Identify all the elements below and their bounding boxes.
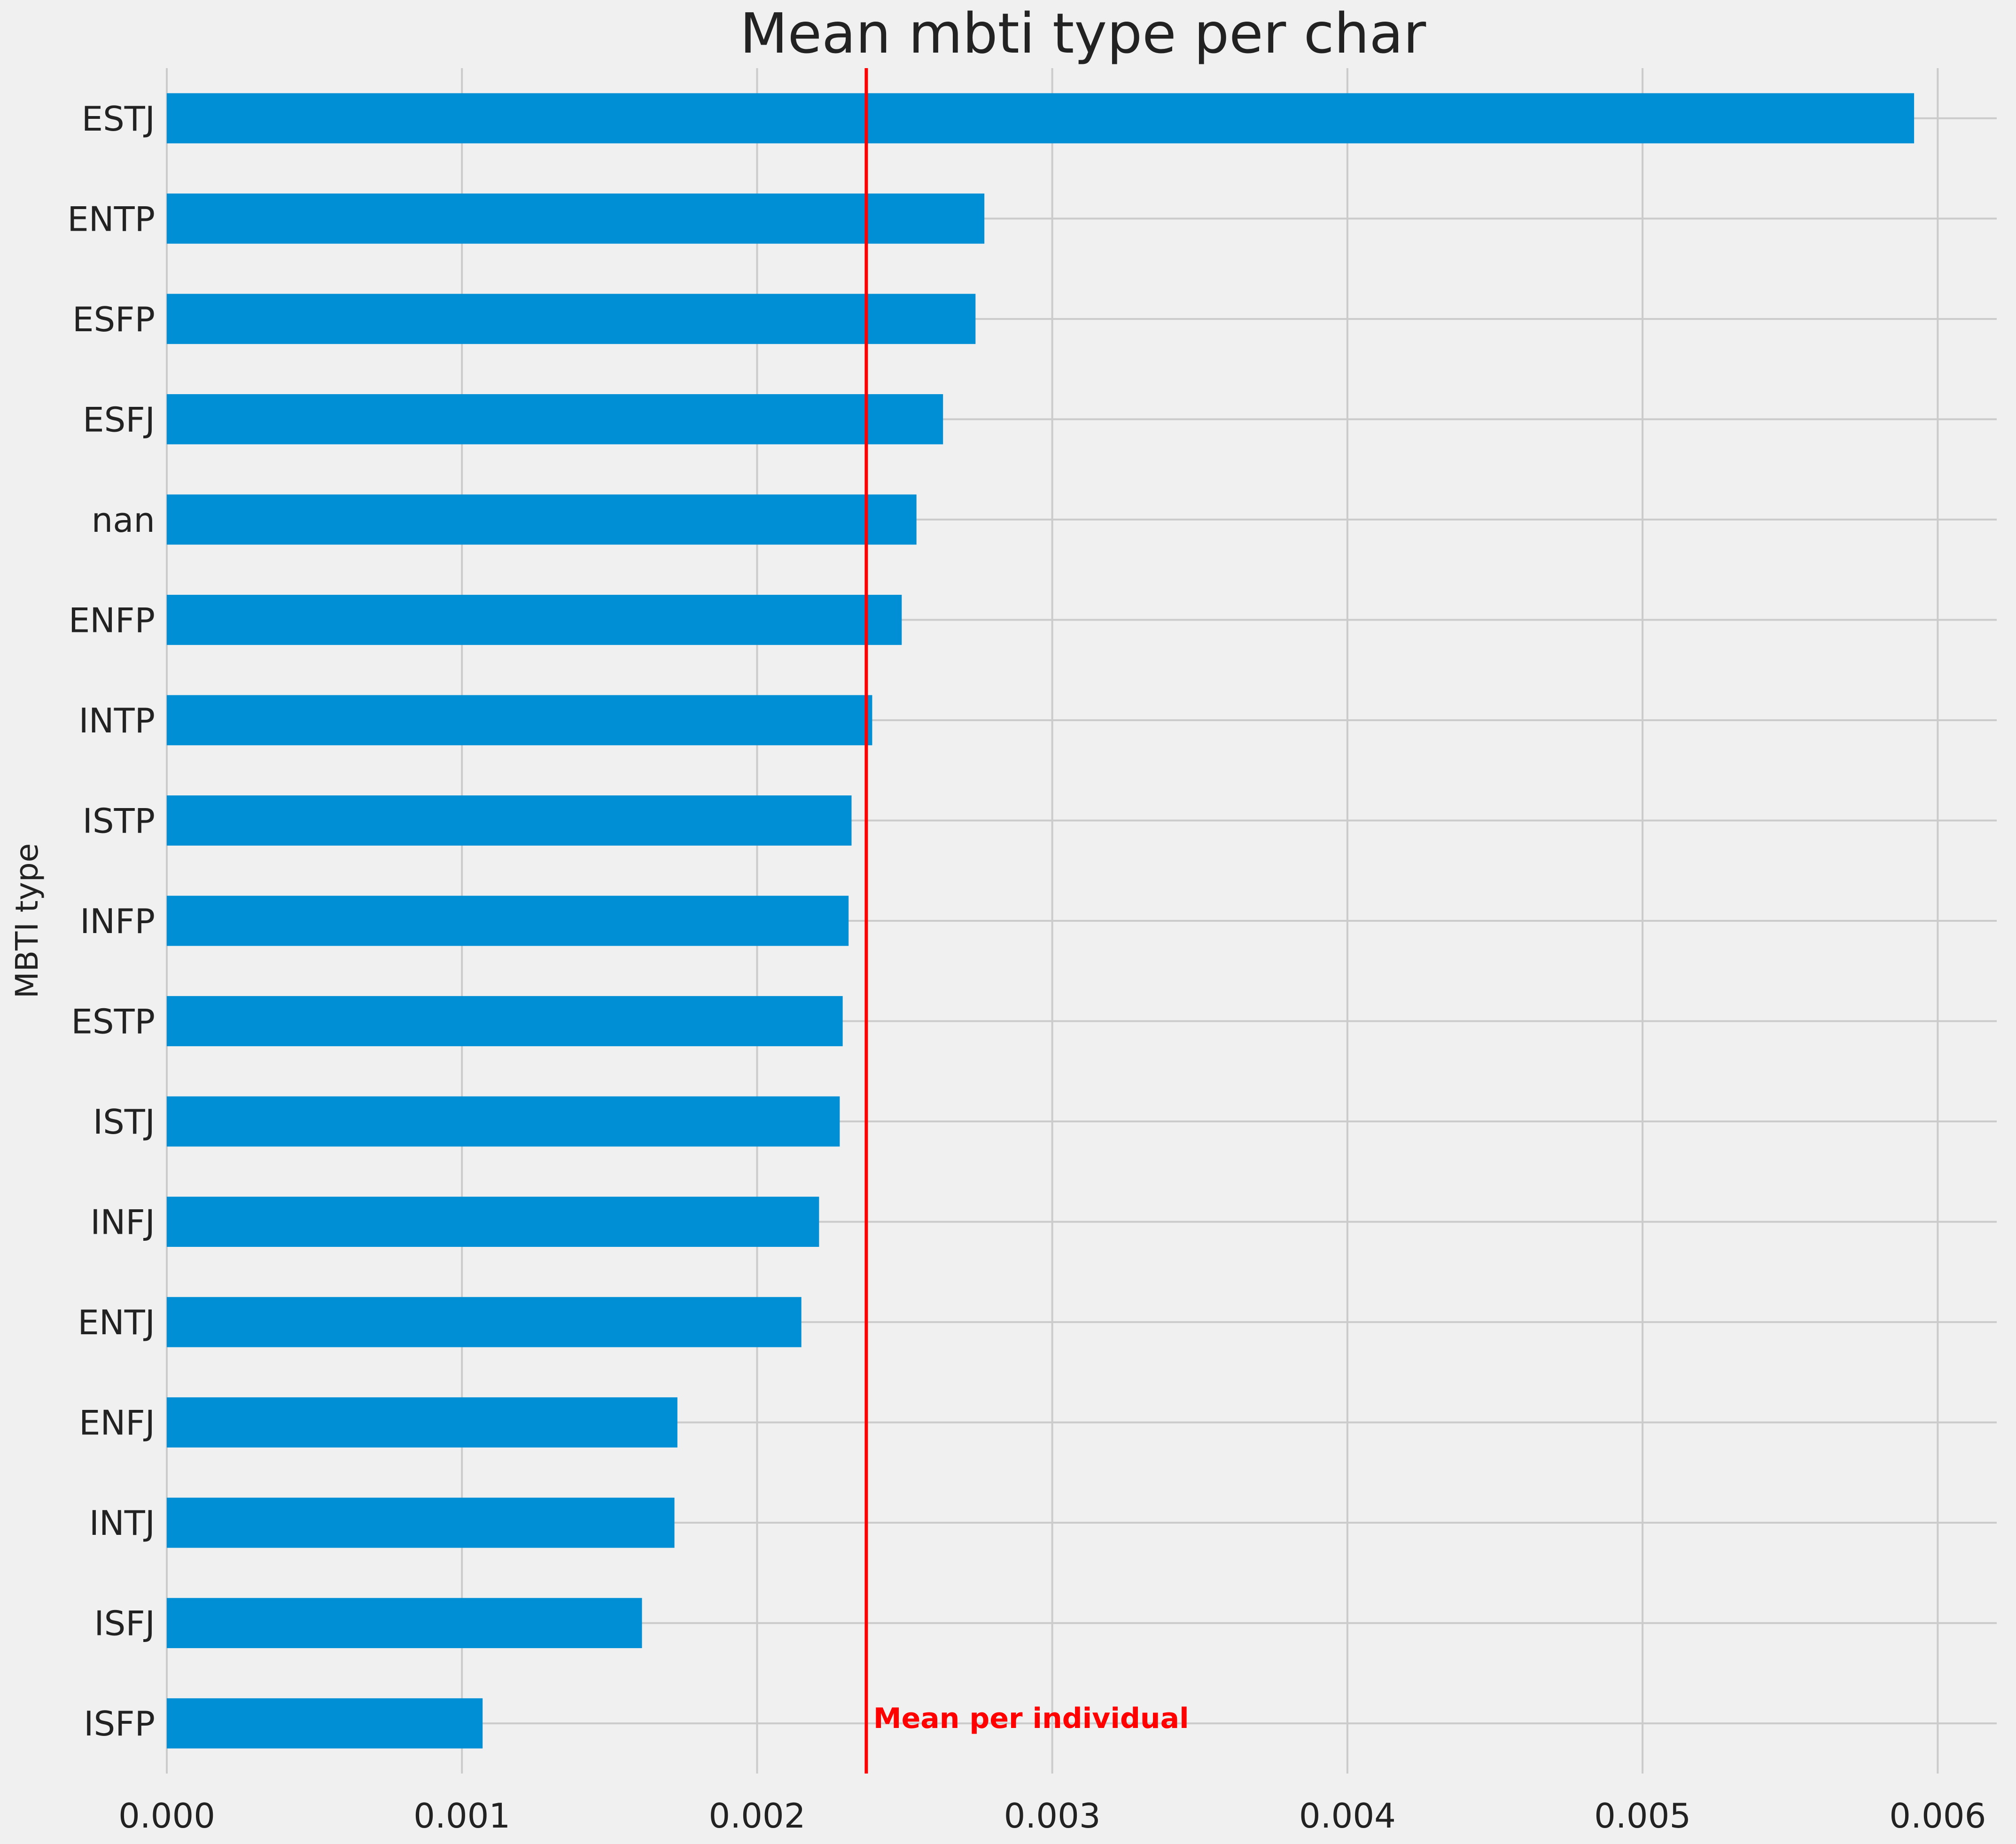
y-tick-label: ISTJ (93, 1102, 155, 1142)
y-tick-label: ESFP (72, 300, 155, 339)
x-tick-label: 0.005 (1594, 1796, 1691, 1836)
y-axis-label: MBTI type (9, 843, 45, 998)
mean-reference-label: Mean per individual (873, 1702, 1189, 1735)
y-tick-label: INTP (79, 701, 156, 740)
x-tick-labels: 0.000 0.001 0.002 0.003 0.004 0.005 0.006 (118, 1796, 1986, 1836)
chart-title: Mean mbti type per char (740, 1, 1426, 66)
bar-isfj (167, 1598, 642, 1649)
bar-infp (167, 895, 849, 946)
x-tick-label: 0.003 (1004, 1796, 1101, 1836)
bar-estp (167, 996, 843, 1046)
x-tick-label: 0.001 (413, 1796, 510, 1836)
bar-estj (167, 93, 1915, 144)
bar-entj (167, 1297, 802, 1347)
y-tick-label: ISFJ (94, 1604, 155, 1643)
y-tick-label: ENFP (69, 600, 155, 640)
y-tick-label: ESFJ (83, 400, 155, 439)
bar-intp (167, 695, 872, 746)
bar-istj (167, 1096, 840, 1147)
x-tick-label: 0.006 (1889, 1796, 1986, 1836)
y-tick-label: INTJ (89, 1503, 155, 1543)
y-tick-label: INFP (80, 902, 155, 941)
y-tick-label: INFJ (90, 1203, 155, 1242)
reference-line-group: Mean per individual (864, 68, 1189, 1774)
y-tick-label: ISFP (84, 1704, 155, 1743)
y-tick-label: ENTP (67, 199, 155, 239)
bar-enfj (167, 1397, 677, 1448)
x-tick-label: 0.000 (118, 1796, 215, 1836)
bar-enfp (167, 595, 902, 645)
bars (167, 93, 1915, 1749)
y-tick-label: ESTJ (82, 99, 155, 139)
bar-esfj (167, 394, 943, 444)
bar-istp (167, 795, 852, 846)
bar-nan (167, 494, 917, 545)
y-tick-labels: ESTJ ENTP ESFP ESFJ nan ENFP INTP ISTP INFP ESTP I… (67, 99, 155, 1743)
x-tick-label: 0.004 (1299, 1796, 1396, 1836)
bar-entp (167, 193, 985, 244)
y-tick-label: ISTP (83, 801, 155, 840)
y-tick-label: ENFJ (79, 1403, 155, 1443)
y-tick-label: ENTJ (78, 1303, 155, 1342)
bar-infj (167, 1197, 819, 1247)
bar-esfp (167, 294, 976, 344)
bar-intj (167, 1497, 675, 1548)
x-tick-label: 0.002 (708, 1796, 805, 1836)
y-tick-label: ESTP (71, 1002, 155, 1042)
y-tick-label: nan (92, 500, 155, 540)
bar-isfp (167, 1698, 483, 1749)
